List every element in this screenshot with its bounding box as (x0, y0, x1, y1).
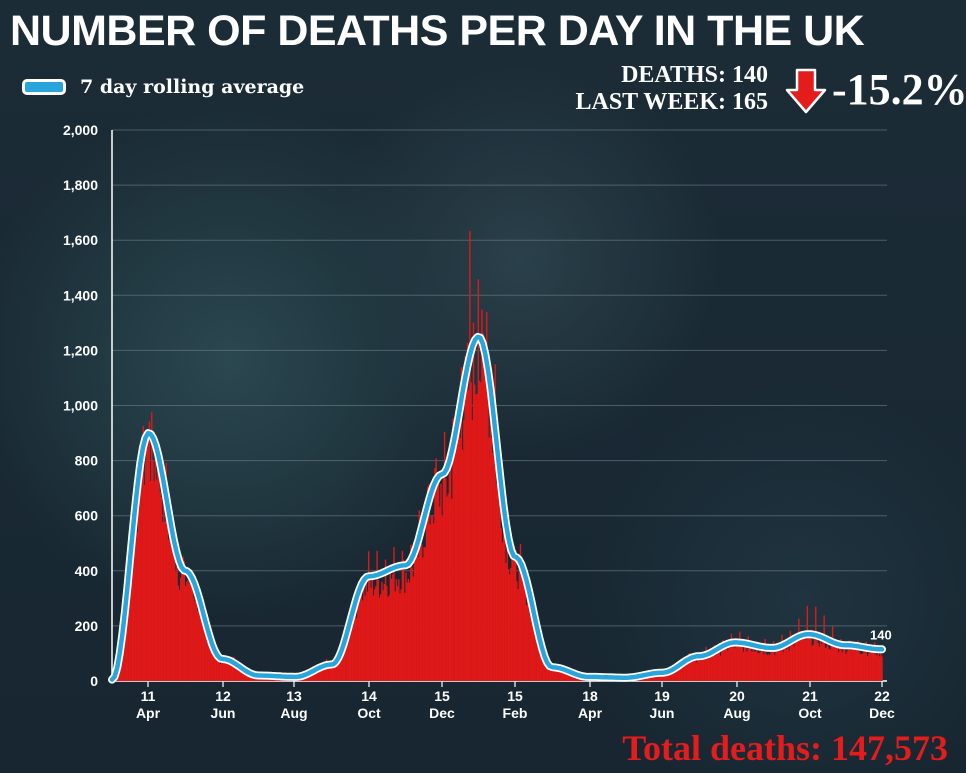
y-tick-label: 1,400 (63, 287, 98, 303)
y-tick-label: 800 (75, 453, 99, 469)
y-tick-label: 1,000 (63, 398, 98, 414)
y-tick-label: 1,200 (63, 342, 98, 358)
deaths-row: DEATHS: 140 (575, 62, 768, 89)
x-tick-year: 13 (286, 688, 302, 704)
last-week-label: LAST WEEK: (575, 89, 726, 115)
deaths-label: DEATHS: (621, 62, 726, 88)
x-tick-month: Dec (429, 705, 455, 721)
x-tick-year: 18 (582, 688, 598, 704)
x-tick-month: Jun (211, 705, 236, 721)
x-tick-year: 15 (507, 688, 523, 704)
x-tick-month: Apr (136, 705, 161, 721)
y-tick-label: 200 (75, 618, 99, 634)
y-tick-label: 1,800 (63, 177, 98, 193)
x-tick-year: 20 (729, 688, 745, 704)
y-tick-label: 400 (75, 563, 99, 579)
total-deaths: Total deaths: 147,573 (622, 728, 948, 768)
x-tick-month: Oct (798, 705, 822, 721)
x-tick-month: Oct (357, 705, 381, 721)
x-tick-month: Apr (578, 705, 603, 721)
x-tick-month: Aug (280, 705, 307, 721)
down-arrow-icon (785, 68, 827, 114)
x-tick-year: 11 (141, 688, 156, 704)
deaths-value: 140 (732, 62, 768, 88)
legend: 7 day rolling average (22, 74, 304, 100)
y-tick-label: 2,000 (63, 122, 98, 138)
x-tick-year: 14 (361, 688, 377, 704)
x-tick-month: Feb (503, 705, 528, 721)
change-percent: -15.2% (832, 65, 966, 114)
x-tick-year: 15 (434, 688, 450, 704)
x-tick-year: 21 (802, 688, 818, 704)
y-tick-label: 600 (75, 508, 99, 524)
x-tick-month: Dec (869, 705, 895, 721)
y-tick-label: 0 (90, 673, 98, 689)
stats-block: DEATHS: 140 LAST WEEK: 165 (575, 62, 768, 116)
x-tick-year: 22 (874, 688, 890, 704)
last-week-row: LAST WEEK: 165 (575, 89, 768, 116)
y-tick-label: 1,600 (63, 232, 98, 248)
x-tick-month: Aug (723, 705, 750, 721)
x-tick-year: 12 (215, 688, 231, 704)
legend-label: 7 day rolling average (80, 76, 305, 98)
x-tick-year: 19 (654, 688, 670, 704)
end-value-label: 140 (870, 627, 892, 642)
legend-swatch (22, 79, 66, 95)
last-week-value: 165 (732, 89, 768, 115)
x-tick-month: Jun (650, 705, 675, 721)
average-line (109, 334, 885, 682)
chart-title: NUMBER OF DEATHS PER DAY IN THE UK (10, 7, 865, 55)
